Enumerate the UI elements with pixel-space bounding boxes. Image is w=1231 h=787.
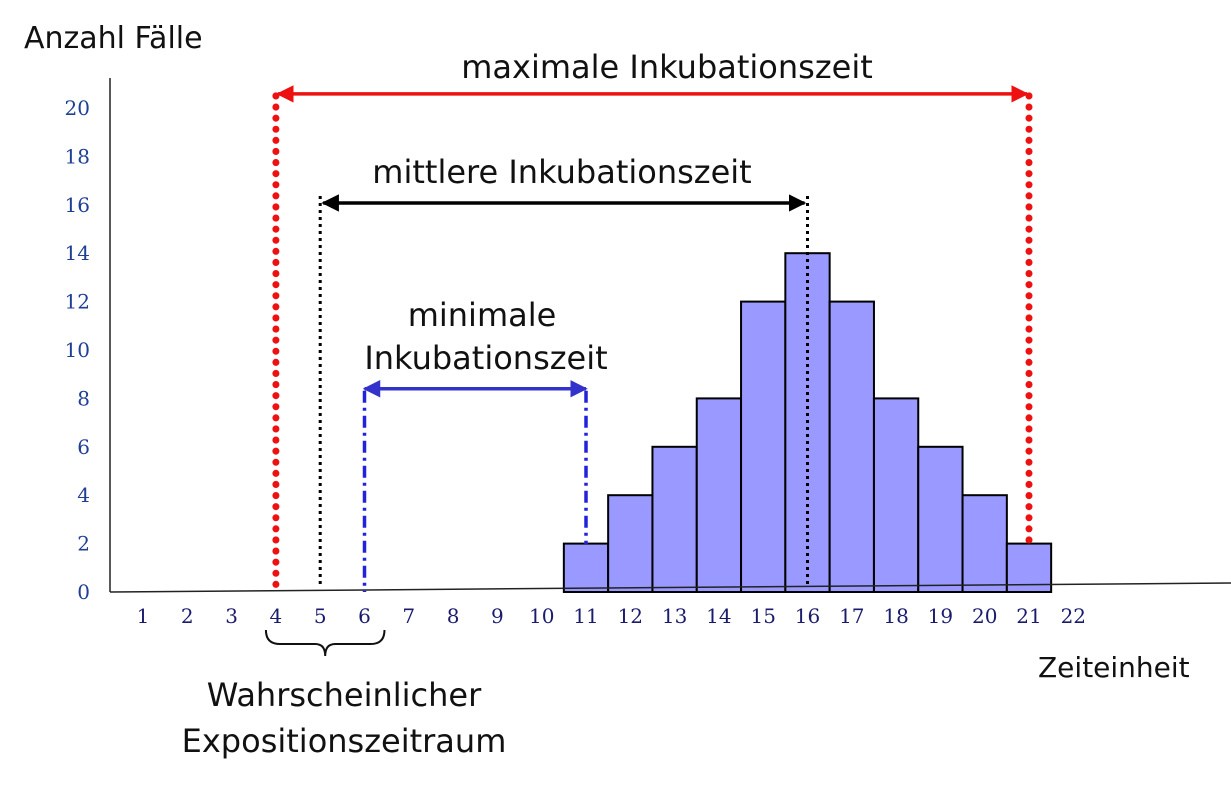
y-tick-label-12: 12 xyxy=(65,290,90,314)
x-tick-label-15: 15 xyxy=(750,604,775,628)
x-tick-label-9: 9 xyxy=(491,604,504,628)
x-tick-label-6: 6 xyxy=(358,604,371,628)
x-tick-label-10: 10 xyxy=(529,604,554,628)
x-tick-label-18: 18 xyxy=(883,604,908,628)
x-tick-label-14: 14 xyxy=(706,604,731,628)
bar-11 xyxy=(562,542,610,593)
bar-14 xyxy=(695,397,743,593)
x-tick-label-4: 4 xyxy=(270,604,283,628)
y-tick-labels: 0 2 4 6 8 10 12 14 16 18 20 xyxy=(65,96,90,604)
x-tick-label-3: 3 xyxy=(225,604,238,628)
x-axis-title: Zeiteinheit xyxy=(1038,651,1190,684)
exposure-brace xyxy=(264,629,386,657)
y-tick-label-10: 10 xyxy=(65,338,90,362)
bar-17 xyxy=(828,300,875,593)
bar-20 xyxy=(961,494,1008,594)
y-tick-label-4: 4 xyxy=(77,483,90,507)
x-tick-label-2: 2 xyxy=(181,604,194,628)
x-tick-label-12: 12 xyxy=(618,604,643,628)
y-tick-label-16: 16 xyxy=(65,193,90,217)
x-tick-label-5: 5 xyxy=(314,604,327,628)
x-tick-label-11: 11 xyxy=(573,604,598,628)
exposure-label-line2: Expositionszeitraum xyxy=(182,722,507,760)
y-tick-label-2: 2 xyxy=(77,532,90,556)
y-tick-label-6: 6 xyxy=(77,435,90,459)
x-tick-labels: 1 2 3 4 5 6 7 8 9 10 11 12 13 14 15 16 17 18 19 20 21 22 xyxy=(137,604,1086,628)
y-tick-label-18: 18 xyxy=(65,144,90,168)
x-tick-label-13: 13 xyxy=(662,604,687,628)
x-tick-label-22: 22 xyxy=(1061,604,1086,628)
max-incubation-label: maximale Inkubationszeit xyxy=(461,48,873,86)
mid-incubation-label: mittlere Inkubationszeit xyxy=(372,153,751,191)
min-incubation-label-line1: minimale xyxy=(408,296,557,334)
x-tick-label-21: 21 xyxy=(1016,604,1041,628)
y-tick-label-0: 0 xyxy=(77,580,90,604)
bar-18 xyxy=(872,397,920,593)
x-tick-label-7: 7 xyxy=(402,604,415,628)
x-tick-label-8: 8 xyxy=(447,604,460,628)
y-tick-label-8: 8 xyxy=(77,386,90,410)
x-tick-label-17: 17 xyxy=(839,604,864,628)
x-tick-label-19: 19 xyxy=(928,604,953,628)
exposure-label-line1: Wahrscheinlicher xyxy=(207,676,482,714)
bar-15 xyxy=(740,300,787,593)
y-tick-label-20: 20 xyxy=(65,96,90,120)
y-axis-title: Anzahl Fälle xyxy=(24,21,203,56)
x-tick-label-20: 20 xyxy=(972,604,997,628)
incubation-annotations: maximale Inkubationszeit mittlere Inkuba… xyxy=(182,48,1033,760)
min-incubation-label-line2: Inkubationszeit xyxy=(364,339,607,377)
x-axis-line xyxy=(109,582,1231,593)
y-tick-label-14: 14 xyxy=(65,241,90,265)
x-tick-label-16: 16 xyxy=(795,604,820,628)
bar-19 xyxy=(917,445,964,593)
x-tick-label-1: 1 xyxy=(137,604,150,628)
bar-12 xyxy=(607,494,654,594)
bar-13 xyxy=(651,445,698,593)
